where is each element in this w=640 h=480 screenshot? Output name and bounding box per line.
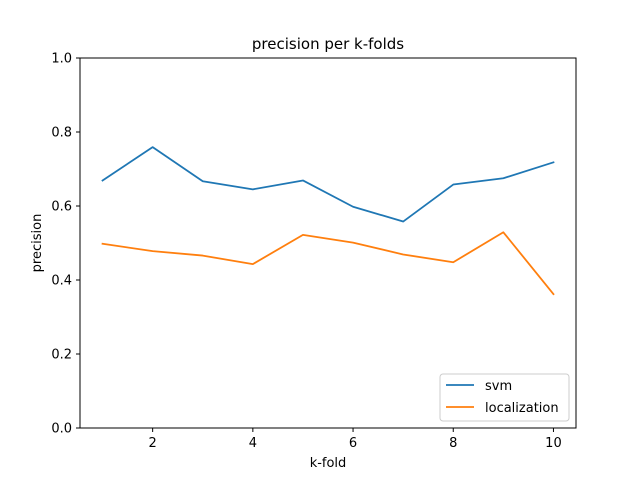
x-tick-label: 2 (149, 436, 157, 451)
plot-area (80, 58, 576, 428)
y-axis: 0.0 0.2 0.4 0.6 0.8 1.0 (51, 52, 80, 437)
series-line-svm (101, 146, 555, 223)
series-line-localization (101, 231, 555, 296)
legend-label-svm: svm (485, 379, 512, 394)
x-axis: 2 4 6 8 10 (149, 428, 562, 451)
x-axis-label: k-fold (310, 456, 347, 471)
y-tick-label: 0.2 (51, 348, 72, 363)
x-tick-label: 4 (249, 436, 257, 451)
plot-frame (79, 57, 577, 429)
x-tick-label: 10 (545, 436, 562, 451)
y-tick-label: 0.4 (51, 274, 72, 289)
chart-title: precision per k-folds (252, 35, 404, 53)
legend-label-localization: localization (485, 401, 559, 416)
y-tick-label: 1.0 (51, 52, 72, 67)
y-tick-label: 0.8 (51, 126, 72, 141)
y-tick-label: 0.0 (51, 422, 72, 437)
x-tick-label: 8 (449, 436, 457, 451)
y-tick-label: 0.6 (51, 200, 72, 215)
legend: svm localization (439, 373, 570, 422)
series-layer (101, 146, 555, 296)
y-axis-label: precision (30, 214, 45, 273)
x-tick-label: 6 (349, 436, 357, 451)
